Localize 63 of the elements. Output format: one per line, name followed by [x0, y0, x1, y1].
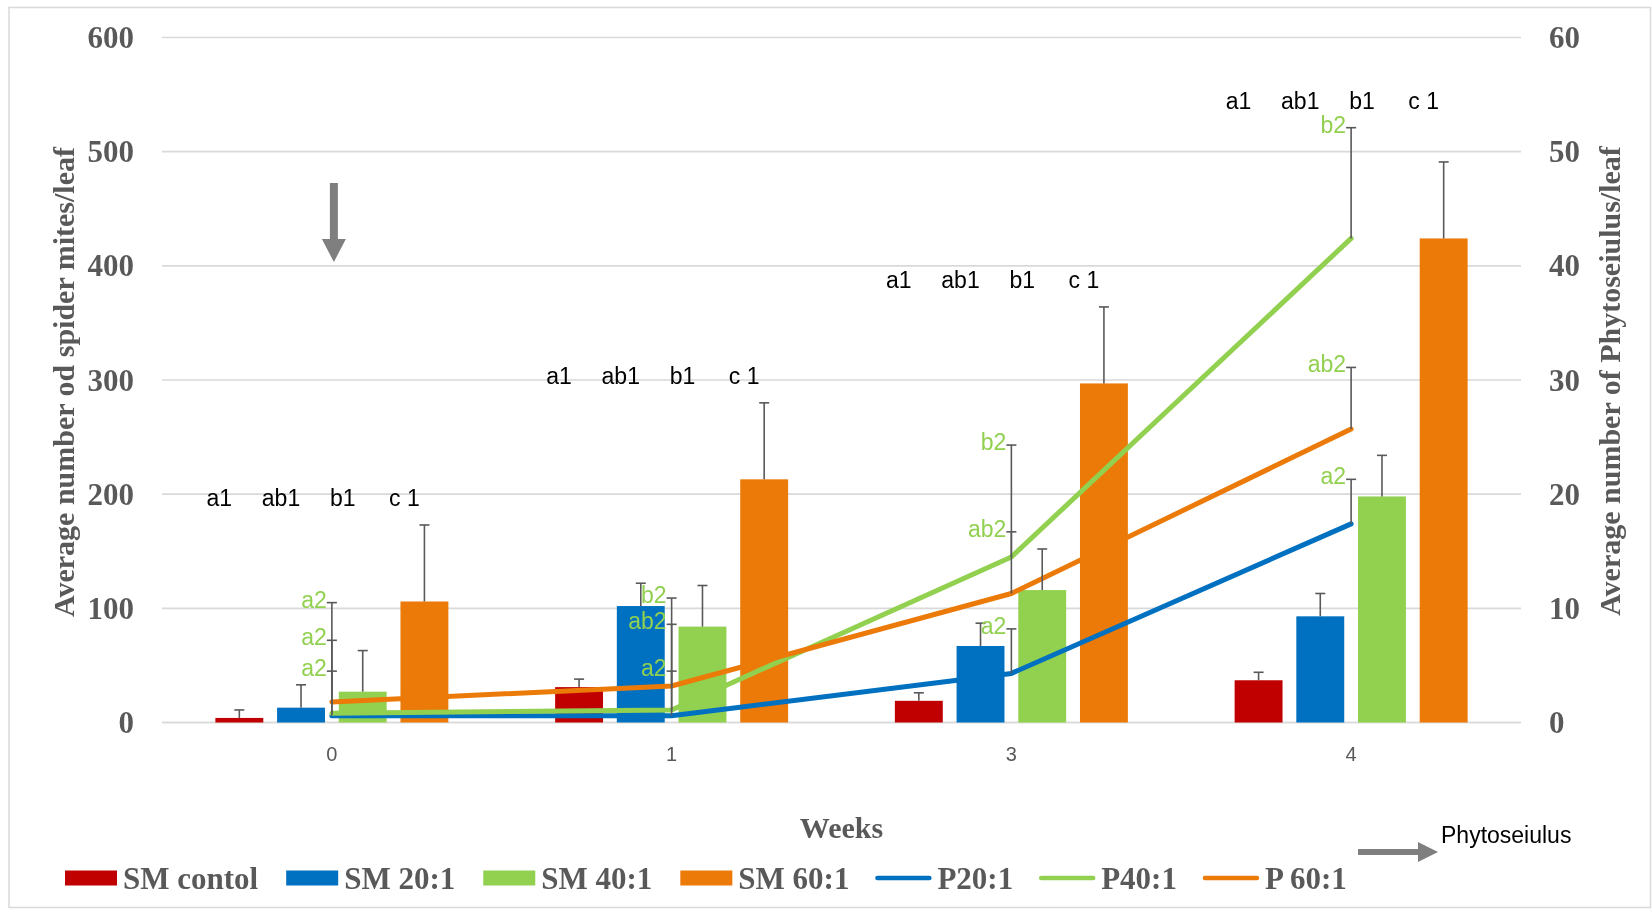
annotation: ab1	[1281, 87, 1320, 114]
bar	[1358, 496, 1406, 723]
annotation: b1	[1009, 266, 1036, 293]
legend-label: P20:1	[937, 860, 1014, 896]
annotation: c 1	[1408, 87, 1440, 114]
y2-tick-label: 10	[1549, 590, 1580, 626]
legend-label: SM 20:1	[344, 860, 456, 896]
y2-tick-label: 30	[1549, 362, 1580, 398]
annotation: a2	[1320, 463, 1347, 490]
annotation: a1	[546, 362, 572, 389]
y-tick-label: 0	[118, 705, 134, 740]
legend-label: P 60:1	[1264, 860, 1347, 896]
x-tick-label: 1	[666, 743, 678, 765]
annotation: a2	[301, 586, 327, 613]
annotation: ab2	[968, 515, 1007, 542]
annotation: ab1	[941, 266, 980, 293]
y-tick-label: 500	[87, 134, 134, 170]
bar	[1018, 590, 1067, 723]
y-tick-label: 200	[87, 476, 134, 512]
y-tick-label: 400	[87, 248, 134, 284]
annotation: ab1	[261, 484, 301, 511]
annotation: b1	[669, 362, 696, 389]
annotation: a1	[886, 266, 912, 293]
bar	[1419, 238, 1468, 723]
y-tick-label: 300	[87, 362, 134, 398]
annotation: a2	[980, 612, 1007, 639]
x-tick-label: 0	[326, 743, 338, 765]
annotation: b2	[980, 429, 1007, 456]
legend-label: SM 40:1	[541, 860, 653, 896]
annotation: c 1	[389, 484, 420, 511]
annotation: b2	[1320, 111, 1347, 138]
bar	[1234, 680, 1283, 723]
y-tick-label: 100	[87, 590, 134, 626]
bar	[215, 717, 264, 723]
legend-label: SM contol	[123, 860, 259, 896]
y-tick-label: 600	[87, 20, 134, 55]
legend-label: SM 60:1	[738, 860, 850, 896]
annotation: b2	[641, 582, 667, 609]
bar	[277, 707, 325, 723]
annotation: a1	[1225, 87, 1252, 114]
annotation: ab1	[601, 362, 640, 389]
annotation: b1	[1349, 87, 1375, 114]
y2-axis-title: Average number of Phytoseiulus/leaf	[1592, 145, 1626, 616]
bar	[1296, 616, 1345, 723]
x-axis-title: Weeks	[799, 811, 884, 844]
y2-tick-label: 40	[1549, 248, 1580, 284]
y-axis-title: Average number od spider mites/leaf	[46, 146, 80, 617]
y2-tick-label: 60	[1549, 20, 1580, 55]
annotation: a2	[301, 655, 327, 682]
bar	[894, 700, 943, 723]
y2-tick-label: 20	[1549, 476, 1580, 512]
annotation: b1	[329, 484, 356, 511]
x-tick-label: 4	[1345, 743, 1357, 765]
annotation: c 1	[728, 362, 760, 389]
annotation: a2	[301, 624, 327, 651]
annotation: ab2	[1307, 351, 1347, 378]
annotation: a1	[206, 484, 233, 511]
x-tick-label: 3	[1005, 743, 1017, 765]
text: Phytoseiulus	[1441, 822, 1572, 848]
legend-label: P40:1	[1101, 860, 1177, 896]
y2-tick-label: 50	[1549, 134, 1580, 170]
annotation: c 1	[1068, 266, 1100, 293]
y2-tick-label: 0	[1549, 705, 1565, 740]
